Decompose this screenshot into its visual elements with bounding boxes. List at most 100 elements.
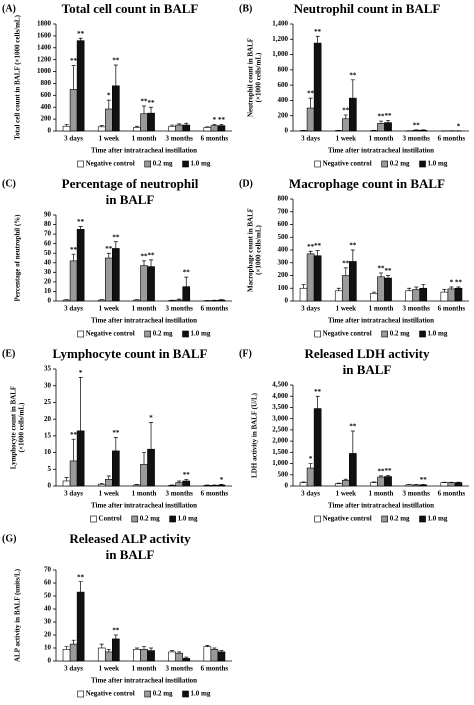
bar [62, 648, 71, 662]
legend: Negative control 0.2 mg 1.0 mg [77, 690, 211, 698]
error-bar [371, 291, 376, 294]
error-bar [149, 647, 154, 651]
y-tick-label: 1000 [37, 67, 52, 75]
y-tick-label: 400 [278, 96, 289, 104]
x-tick-label: 6 months [201, 490, 229, 498]
y-tick-label: 100 [278, 284, 289, 292]
significance-mark: ** [314, 28, 322, 36]
panel: (D) Macrophage count in BALF Macrophage co… [239, 176, 469, 338]
error-bar [78, 226, 83, 230]
error-bar [456, 286, 461, 289]
error-bar [184, 656, 189, 659]
x-tick-label: 1 month [369, 305, 394, 313]
error-bar [386, 275, 391, 279]
significance-mark: ** [218, 116, 226, 124]
bar [175, 299, 184, 302]
bar [384, 476, 392, 487]
error-bar [149, 259, 154, 267]
chart-title: Lymphocyte count in BALF [53, 346, 208, 361]
x-axis-label: Time after intratracheal instillation [328, 317, 434, 325]
x-tick-label: 1 week [99, 135, 120, 143]
legend-swatch [131, 515, 139, 523]
bar [440, 482, 449, 487]
x-tick-label: 1 week [99, 665, 120, 673]
error-bar [149, 422, 154, 450]
panel: (B) Neutrophil count in BALF Neutrophil co… [239, 1, 469, 168]
x-tick-label: 3 months [402, 490, 430, 498]
error-bar [379, 120, 383, 124]
bar [299, 287, 308, 302]
y-tick-label: 400 [41, 103, 52, 111]
significance-mark: ** [112, 57, 120, 65]
y-tick-label: 200 [278, 111, 289, 119]
significance-mark: ** [342, 107, 350, 115]
legend-swatch [381, 160, 388, 168]
error-bar [78, 581, 83, 593]
chart-title: Percentage of neutrophil [62, 176, 199, 191]
bar [447, 288, 456, 302]
error-bar [64, 477, 69, 481]
significance-mark: * [450, 279, 454, 287]
bar [454, 287, 463, 302]
error-bar [219, 124, 224, 126]
significance-mark: ** [112, 429, 120, 437]
bar [76, 40, 85, 132]
y-tick-label: 800 [278, 195, 289, 203]
bar [203, 646, 212, 662]
x-axis-label: Time after intratracheal instillation [328, 502, 434, 510]
y-tick-label: 20 [44, 631, 52, 639]
significance-mark: ** [77, 573, 85, 581]
bar [182, 124, 191, 132]
error-bar [170, 650, 175, 652]
error-bar [64, 646, 69, 650]
bar [140, 648, 148, 662]
bar [147, 650, 155, 662]
bar [69, 89, 78, 132]
significance-mark: ** [349, 423, 357, 431]
bar [112, 638, 120, 662]
error-bar [71, 253, 76, 261]
bar [69, 260, 78, 302]
panel-label: (F) [239, 348, 252, 359]
bar [370, 293, 378, 302]
legend-label: 1.0 mg [191, 690, 211, 698]
x-tick-label: 3 months [165, 490, 193, 498]
y-tick-label: 3,000 [272, 414, 288, 422]
y-tick-label: 4,000 [272, 392, 288, 400]
significance-mark: ** [385, 467, 393, 475]
error-bar [177, 123, 182, 126]
y-tick-label: 0 [285, 482, 289, 490]
x-tick-label: 1 month [132, 305, 157, 313]
panel-label: (C) [2, 178, 16, 189]
error-bar [350, 249, 355, 262]
bar [217, 125, 226, 132]
error-bar [184, 122, 189, 126]
error-bar [99, 643, 104, 648]
chart-title: Neutrophil count in BALF [294, 1, 441, 16]
bar [168, 485, 176, 487]
significance-mark: ** [413, 121, 421, 129]
y-tick-label: 1,500 [272, 448, 288, 456]
y-tick-label: 4,500 [272, 381, 288, 389]
bar [104, 108, 113, 132]
x-tick-label: 3 days [64, 665, 83, 673]
significance-mark: * [107, 92, 111, 100]
bar [97, 126, 106, 132]
error-bar [78, 37, 83, 41]
y-tick-label: 1,000 [272, 459, 288, 467]
bar [140, 113, 148, 132]
legend-label: 0.2 mg [140, 515, 160, 523]
significance-mark: ** [385, 267, 393, 275]
legend-swatch [77, 160, 84, 168]
x-tick-label: 3 days [301, 490, 320, 498]
y-axis-label: Macrophage count in BALF [247, 208, 255, 292]
panel: (A) Total cell count in BALF Total cell co… [2, 1, 232, 168]
x-tick-label: 6 months [438, 490, 466, 498]
error-bar [205, 126, 210, 128]
x-tick-label: 1 week [99, 490, 120, 498]
x-tick-label: 6 months [201, 135, 229, 143]
error-bar [113, 634, 118, 639]
